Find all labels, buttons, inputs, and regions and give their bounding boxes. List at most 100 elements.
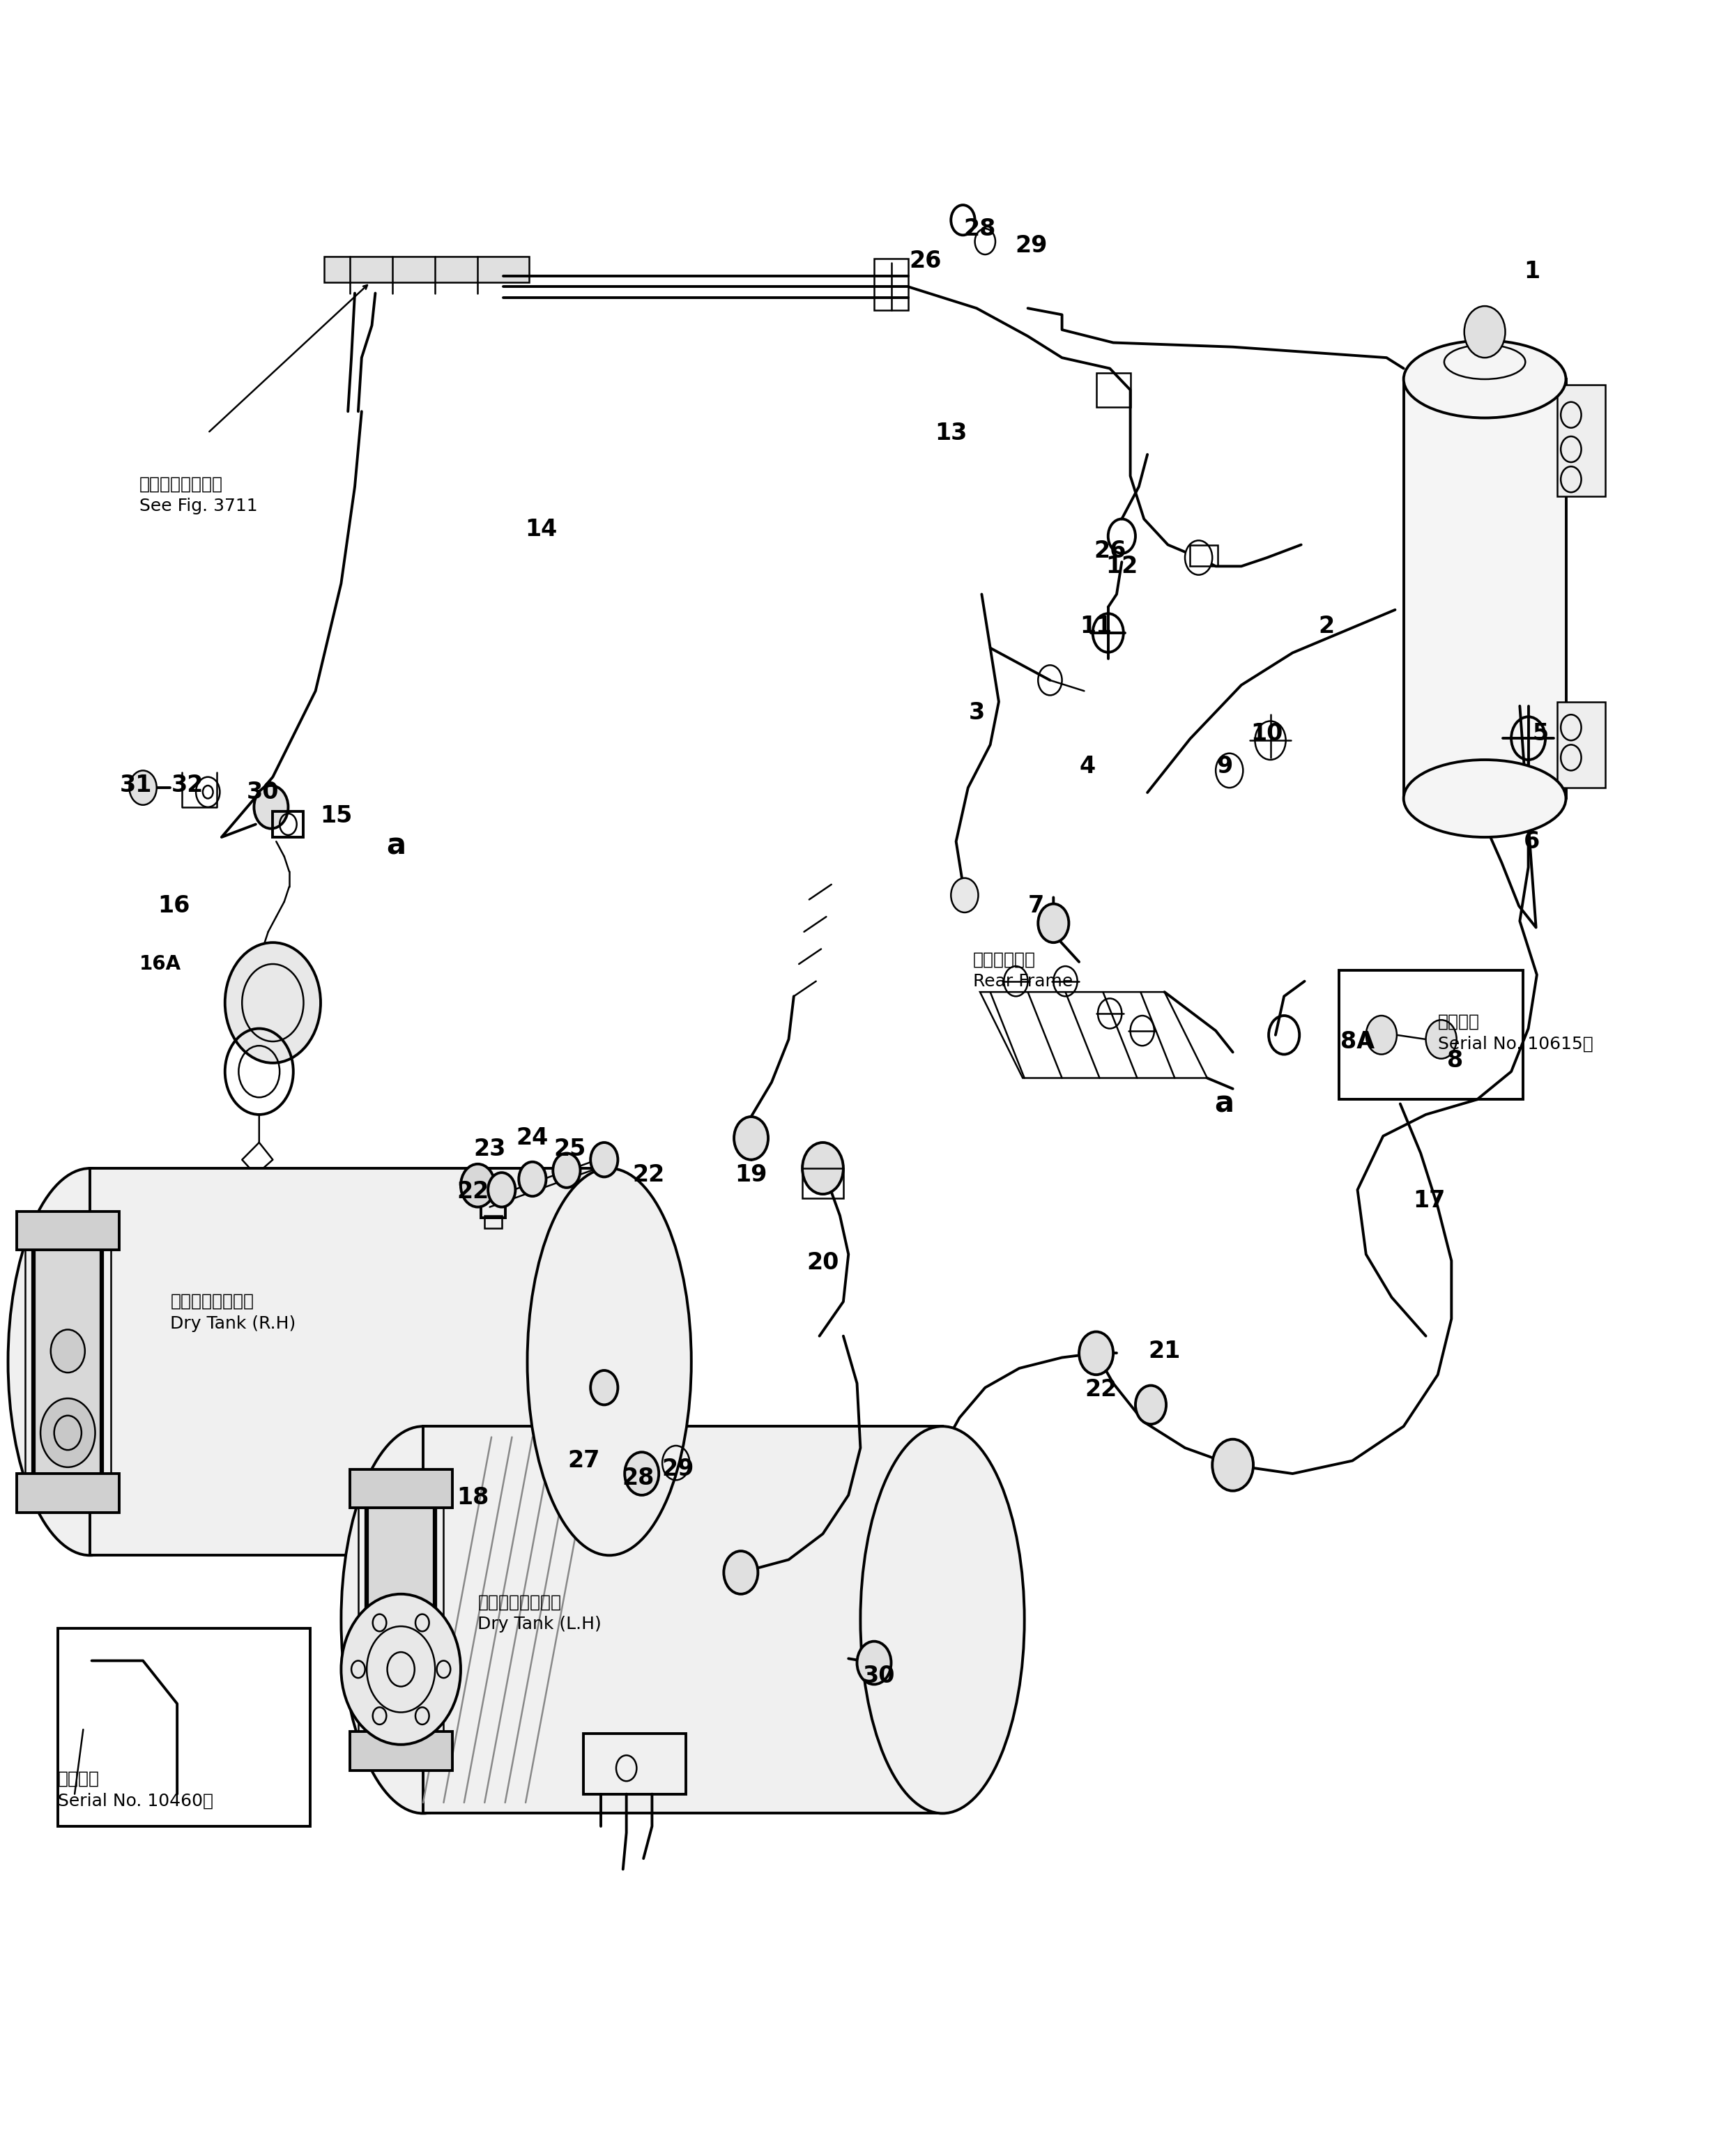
Bar <box>26 1244 110 1479</box>
Circle shape <box>254 785 288 828</box>
Circle shape <box>591 1371 617 1406</box>
Ellipse shape <box>1404 341 1567 418</box>
Bar <box>1404 379 1567 798</box>
Ellipse shape <box>528 1169 691 1554</box>
Text: 23: 23 <box>473 1138 506 1160</box>
Text: 6: 6 <box>1524 830 1539 854</box>
Bar <box>367 1501 435 1738</box>
Circle shape <box>519 1162 547 1197</box>
Text: 31: 31 <box>120 774 153 798</box>
Bar <box>1339 970 1524 1100</box>
Circle shape <box>624 1453 658 1494</box>
Ellipse shape <box>9 1169 171 1554</box>
Text: 28: 28 <box>622 1466 655 1490</box>
Bar <box>350 1731 452 1770</box>
Bar <box>34 1244 101 1479</box>
Text: 2: 2 <box>1318 614 1335 638</box>
Text: a: a <box>386 832 406 860</box>
Text: 16: 16 <box>158 895 190 918</box>
Bar <box>1558 701 1606 787</box>
Circle shape <box>225 942 321 1063</box>
Bar <box>273 811 303 837</box>
Circle shape <box>461 1164 495 1207</box>
Text: 7: 7 <box>1028 895 1044 918</box>
Text: 28: 28 <box>963 218 996 239</box>
Ellipse shape <box>1404 759 1567 837</box>
Ellipse shape <box>860 1427 1025 1813</box>
Text: 4: 4 <box>1080 755 1095 778</box>
Bar <box>358 1501 444 1738</box>
Text: リヤフレーム
Rear Frame: リヤフレーム Rear Frame <box>974 951 1073 990</box>
Text: 30: 30 <box>247 780 279 804</box>
Text: 5: 5 <box>1532 722 1548 746</box>
Text: 16A: 16A <box>139 955 182 975</box>
Bar <box>17 1212 118 1250</box>
Bar <box>350 1470 452 1507</box>
Circle shape <box>1184 541 1212 576</box>
Bar <box>584 1733 686 1794</box>
Text: 22: 22 <box>632 1164 665 1186</box>
Circle shape <box>41 1399 96 1468</box>
Text: 19: 19 <box>735 1164 768 1186</box>
Bar <box>1097 373 1130 407</box>
Circle shape <box>51 1330 86 1373</box>
Text: 8: 8 <box>1447 1050 1464 1072</box>
Bar <box>485 1216 502 1229</box>
Ellipse shape <box>341 1427 506 1813</box>
Text: 適用号機
Serial No. 10615～: 適用号機 Serial No. 10615～ <box>1438 1013 1592 1052</box>
Text: 1: 1 <box>1524 261 1539 282</box>
Circle shape <box>129 770 156 804</box>
Text: 25: 25 <box>554 1138 586 1160</box>
Circle shape <box>1039 903 1070 942</box>
Text: 22: 22 <box>456 1181 488 1203</box>
Circle shape <box>857 1641 891 1684</box>
Text: 9: 9 <box>1217 755 1232 778</box>
Bar <box>1190 545 1217 567</box>
Bar <box>91 1169 608 1554</box>
Text: 21: 21 <box>1148 1339 1181 1363</box>
Text: 17: 17 <box>1412 1190 1445 1212</box>
Circle shape <box>488 1173 516 1207</box>
Bar <box>802 1169 843 1199</box>
Text: 12: 12 <box>1106 554 1138 578</box>
Circle shape <box>1464 306 1505 358</box>
Text: ドライタンク左側
Dry Tank (L.H): ドライタンク左側 Dry Tank (L.H) <box>478 1593 602 1632</box>
Bar <box>58 1628 310 1826</box>
Text: 22: 22 <box>1085 1378 1118 1401</box>
Circle shape <box>951 877 979 912</box>
Circle shape <box>1135 1386 1166 1425</box>
Circle shape <box>591 1143 617 1177</box>
Text: 18: 18 <box>456 1485 488 1509</box>
Bar <box>423 1427 943 1813</box>
Circle shape <box>802 1143 843 1194</box>
Text: 8A: 8A <box>1340 1031 1375 1052</box>
Text: 適用号機
Serial No. 10460～: 適用号機 Serial No. 10460～ <box>58 1770 213 1809</box>
Circle shape <box>1426 1020 1457 1059</box>
Circle shape <box>1366 1015 1397 1054</box>
Circle shape <box>723 1550 758 1593</box>
Circle shape <box>1212 1440 1253 1490</box>
Circle shape <box>1080 1332 1112 1376</box>
Text: 26: 26 <box>1094 539 1126 563</box>
Text: ドライタンク右側
Dry Tank (R.H): ドライタンク右側 Dry Tank (R.H) <box>170 1294 297 1332</box>
Text: 10: 10 <box>1251 722 1284 746</box>
Circle shape <box>341 1593 461 1744</box>
Text: 26: 26 <box>908 250 941 272</box>
Circle shape <box>734 1117 768 1160</box>
Text: a: a <box>1215 1089 1234 1119</box>
Text: 30: 30 <box>864 1664 895 1688</box>
Bar <box>17 1475 118 1511</box>
Text: 27: 27 <box>567 1449 600 1473</box>
Text: 13: 13 <box>934 420 967 444</box>
Text: 20: 20 <box>807 1250 838 1274</box>
Text: 29: 29 <box>1015 235 1047 257</box>
Text: 15: 15 <box>321 804 351 828</box>
Text: 24: 24 <box>516 1128 548 1149</box>
Bar <box>874 259 908 310</box>
Text: 29: 29 <box>662 1457 694 1481</box>
Ellipse shape <box>1445 345 1525 379</box>
Text: 3: 3 <box>968 701 984 724</box>
Text: 第３７１１図参照
See Fig. 3711: 第３７１１図参照 See Fig. 3711 <box>139 476 257 515</box>
Text: 14: 14 <box>524 517 557 541</box>
Bar <box>324 257 530 282</box>
